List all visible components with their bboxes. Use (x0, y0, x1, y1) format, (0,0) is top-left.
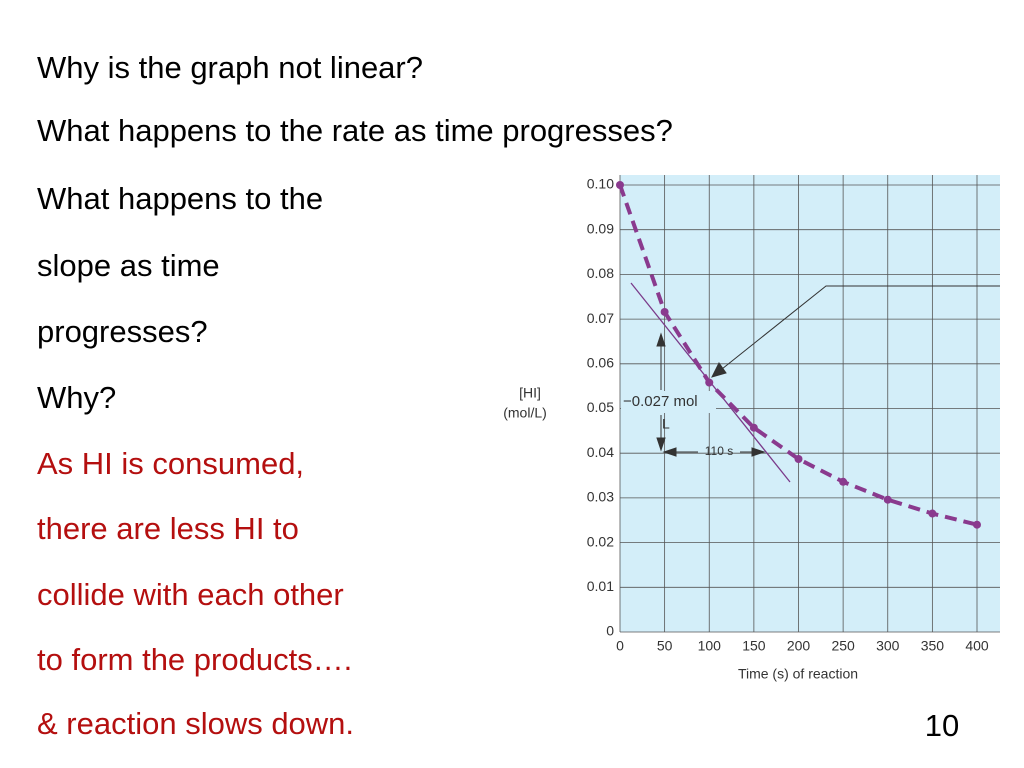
question: Why? (37, 380, 116, 415)
annotation: 110 s (705, 444, 733, 458)
y-tick-label: 0.07 (587, 310, 614, 326)
x-axis-label: Time (s) of reaction (738, 666, 858, 682)
x-tick-label: 200 (787, 638, 811, 654)
answer: As HI is consumed, (37, 446, 304, 481)
data-point (973, 520, 981, 529)
page-number: 10 (925, 708, 959, 743)
x-tick-label: 100 (698, 638, 722, 654)
y-tick-label: 0.04 (587, 444, 614, 460)
data-point (883, 495, 892, 504)
y-axis-label: [HI] (519, 385, 541, 401)
x-tick-label: 350 (921, 638, 945, 654)
plot (616, 181, 981, 529)
y-axis-label: (mol/L) (503, 405, 547, 421)
x-tick-label: 150 (742, 638, 766, 654)
question: progresses? (37, 314, 208, 349)
data-point (749, 423, 758, 432)
y-tick-label: 0.03 (587, 489, 614, 505)
data-point (660, 307, 669, 316)
y-tick-label: 0.01 (587, 578, 614, 594)
x-tick-label: 300 (876, 638, 900, 654)
y-tick-label: 0.09 (587, 220, 614, 236)
answer: to form the products…. (37, 642, 352, 677)
data-point (794, 455, 803, 464)
question: What happens to the (37, 181, 323, 216)
answer: there are less HI to (37, 511, 299, 546)
y-tick-label: 0.10 (587, 176, 614, 192)
annotation: −0.027 mol (623, 393, 698, 410)
y-tick-label: 0.08 (587, 265, 614, 281)
y-tick-label: 0.05 (587, 399, 614, 415)
data-line (618, 184, 978, 527)
data-point (928, 509, 937, 518)
grid (619, 175, 1000, 633)
annotation: L (662, 416, 670, 432)
question: What happens to the rate as time progres… (37, 113, 673, 148)
x-tick-label: 250 (831, 638, 855, 654)
data-point (705, 378, 714, 387)
annotation-arrows (656, 285, 1000, 457)
answer: & reaction slows down. (37, 706, 354, 741)
x-tick-label: 0 (616, 638, 624, 654)
data-point (839, 477, 848, 486)
answer: collide with each other (37, 577, 344, 612)
y-tick-label: 0.06 (587, 355, 614, 371)
x-tick-label: 50 (657, 638, 673, 654)
y-tick-label: 0 (606, 623, 614, 639)
ticks: 0 0.01 0.02 0.03 0.04 0.05 0.06 0.07 0.08 0.09 0.1… (587, 176, 989, 654)
data-point (616, 181, 624, 189)
question: Why is the graph not linear? (37, 50, 423, 85)
question: slope as time (37, 248, 220, 283)
annotation-box (621, 391, 716, 413)
y-tick-label: 0.02 (587, 533, 614, 549)
x-tick-label: 400 (965, 638, 989, 654)
